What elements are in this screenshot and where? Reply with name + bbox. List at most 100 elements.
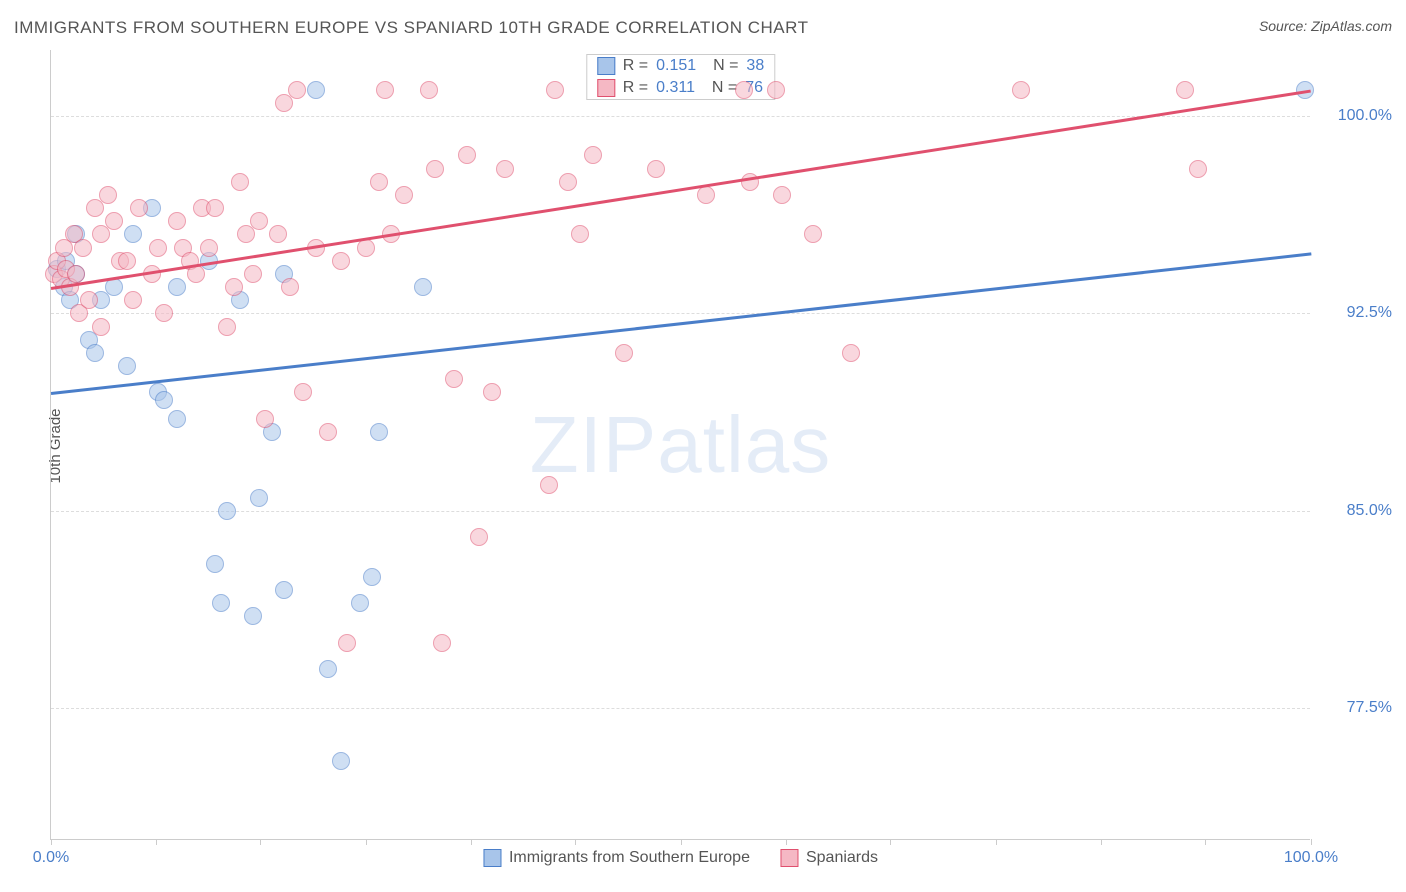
data-point [332, 252, 350, 270]
data-point [332, 752, 350, 770]
data-point [395, 186, 413, 204]
x-tick-mark [366, 839, 367, 845]
data-point [540, 476, 558, 494]
data-point [256, 410, 274, 428]
plot-area: ZIPatlas R = 0.151 N = 38R = 0.311 N = 7… [50, 50, 1310, 840]
data-point [767, 81, 785, 99]
data-point [307, 81, 325, 99]
legend-label: Immigrants from Southern Europe [509, 849, 750, 867]
x-tick-mark [890, 839, 891, 845]
data-point [99, 186, 117, 204]
legend-item: Spaniards [780, 849, 878, 867]
gridline [51, 116, 1310, 117]
stat-legend-row: R = 0.151 N = 38 [587, 55, 774, 77]
data-point [319, 423, 337, 441]
x-tick-label: 0.0% [33, 849, 69, 867]
data-point [420, 81, 438, 99]
data-point [118, 252, 136, 270]
data-point [118, 357, 136, 375]
data-point [155, 304, 173, 322]
data-point [496, 160, 514, 178]
data-point [804, 225, 822, 243]
data-point [155, 391, 173, 409]
data-point [168, 212, 186, 230]
legend-swatch [597, 57, 615, 75]
y-tick-label: 77.5% [1322, 699, 1392, 717]
x-tick-mark [1205, 839, 1206, 845]
data-point [231, 173, 249, 191]
data-point [571, 225, 589, 243]
data-point [250, 212, 268, 230]
x-tick-mark [156, 839, 157, 845]
data-point [1012, 81, 1030, 99]
legend-swatch [483, 849, 501, 867]
data-point [168, 278, 186, 296]
data-point [363, 568, 381, 586]
data-point [357, 239, 375, 257]
data-point [559, 173, 577, 191]
data-point [250, 489, 268, 507]
data-point [168, 410, 186, 428]
data-point [218, 318, 236, 336]
data-point [105, 212, 123, 230]
data-point [269, 225, 287, 243]
x-tick-mark [260, 839, 261, 845]
x-tick-mark [996, 839, 997, 845]
data-point [697, 186, 715, 204]
x-tick-mark [681, 839, 682, 845]
data-point [735, 81, 753, 99]
data-point [244, 265, 262, 283]
stat-r-value: 0.311 [656, 79, 695, 97]
watermark: ZIPatlas [530, 399, 831, 491]
data-point [647, 160, 665, 178]
legend-label: Spaniards [806, 849, 878, 867]
data-point [773, 186, 791, 204]
data-point [370, 423, 388, 441]
y-tick-label: 85.0% [1322, 502, 1392, 520]
data-point [275, 581, 293, 599]
x-tick-mark [1101, 839, 1102, 845]
data-point [376, 81, 394, 99]
data-point [281, 278, 299, 296]
data-point [1189, 160, 1207, 178]
data-point [458, 146, 476, 164]
data-point [200, 239, 218, 257]
data-point [67, 265, 85, 283]
gridline [51, 313, 1310, 314]
data-point [124, 225, 142, 243]
data-point [414, 278, 432, 296]
data-point [338, 634, 356, 652]
data-point [244, 607, 262, 625]
source-attribution: Source: ZipAtlas.com [1259, 18, 1392, 34]
legend-swatch [597, 79, 615, 97]
stat-r-label: R = [623, 57, 648, 75]
legend-swatch [780, 849, 798, 867]
series-legend: Immigrants from Southern Europe Spaniards [483, 849, 878, 867]
data-point [218, 502, 236, 520]
stat-r-label: R = [623, 79, 648, 97]
x-tick-mark [51, 839, 52, 845]
data-point [212, 594, 230, 612]
gridline [51, 708, 1310, 709]
chart-title: IMMIGRANTS FROM SOUTHERN EUROPE VS SPANI… [14, 18, 808, 38]
x-tick-mark [1311, 839, 1312, 845]
data-point [445, 370, 463, 388]
data-point [206, 199, 224, 217]
data-point [584, 146, 602, 164]
data-point [615, 344, 633, 362]
data-point [319, 660, 337, 678]
watermark-suffix: atlas [657, 400, 831, 489]
data-point [288, 81, 306, 99]
data-point [483, 383, 501, 401]
x-tick-mark [786, 839, 787, 845]
legend-item: Immigrants from Southern Europe [483, 849, 750, 867]
y-tick-label: 100.0% [1322, 107, 1392, 125]
data-point [149, 239, 167, 257]
data-point [130, 199, 148, 217]
data-point [86, 344, 104, 362]
x-tick-mark [575, 839, 576, 845]
data-point [105, 278, 123, 296]
data-point [124, 291, 142, 309]
data-point [546, 81, 564, 99]
data-point [842, 344, 860, 362]
